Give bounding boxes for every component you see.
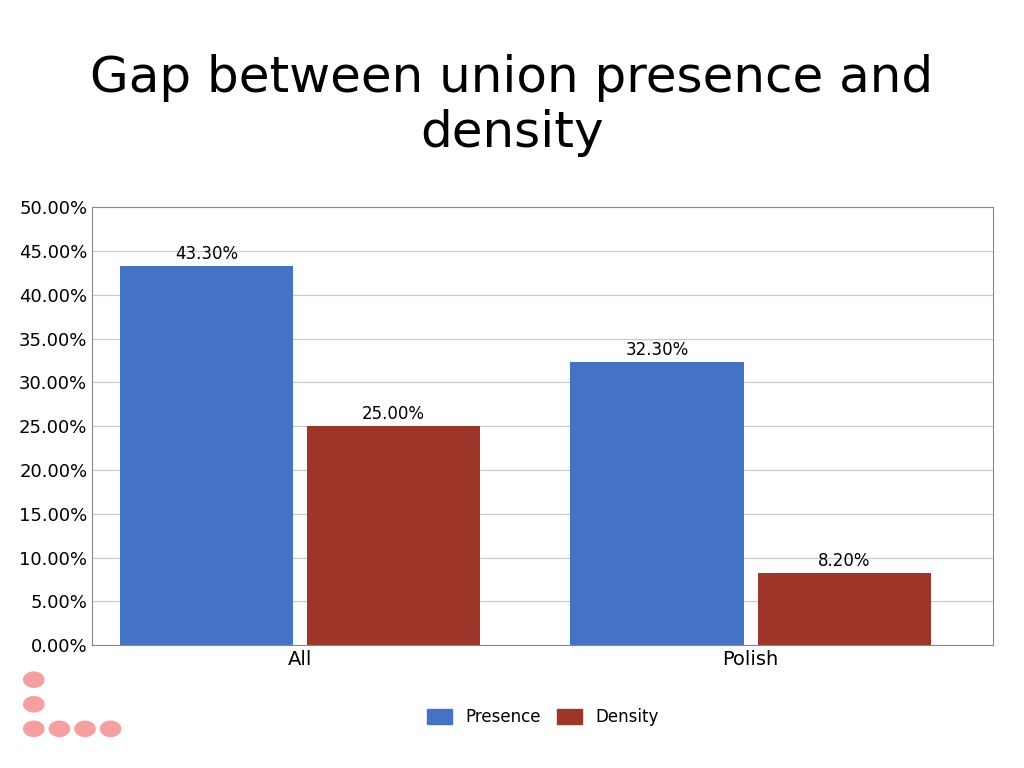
Text: Gap between union presence and
density: Gap between union presence and density	[90, 54, 934, 157]
Text: 8.20%: 8.20%	[818, 552, 870, 570]
Bar	[570, 362, 743, 645]
Text: 32.30%: 32.30%	[626, 341, 689, 359]
Bar	[120, 266, 293, 645]
Text: 43.30%: 43.30%	[175, 244, 239, 263]
Text: 25.00%: 25.00%	[362, 405, 425, 422]
Bar	[758, 574, 931, 645]
Legend: Presence, Density: Presence, Density	[420, 702, 666, 733]
Bar	[307, 426, 480, 645]
